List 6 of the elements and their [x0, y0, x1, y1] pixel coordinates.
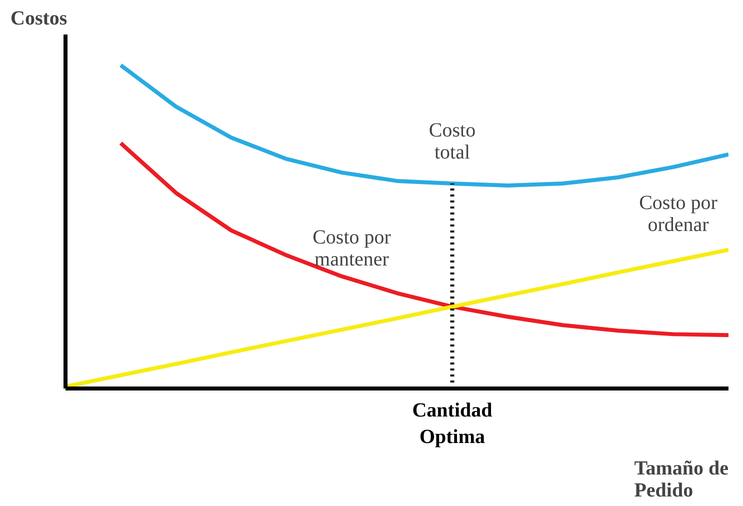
series-label: Costo total	[428, 120, 476, 164]
y-axis-title: Costos	[10, 8, 68, 30]
series-label: Costo por ordenar	[639, 192, 718, 236]
x-axis-title: Tamaño de Pedido	[634, 458, 729, 502]
series-label: Costo por mantener	[312, 226, 392, 270]
text: Cantidad Optima	[412, 400, 492, 448]
